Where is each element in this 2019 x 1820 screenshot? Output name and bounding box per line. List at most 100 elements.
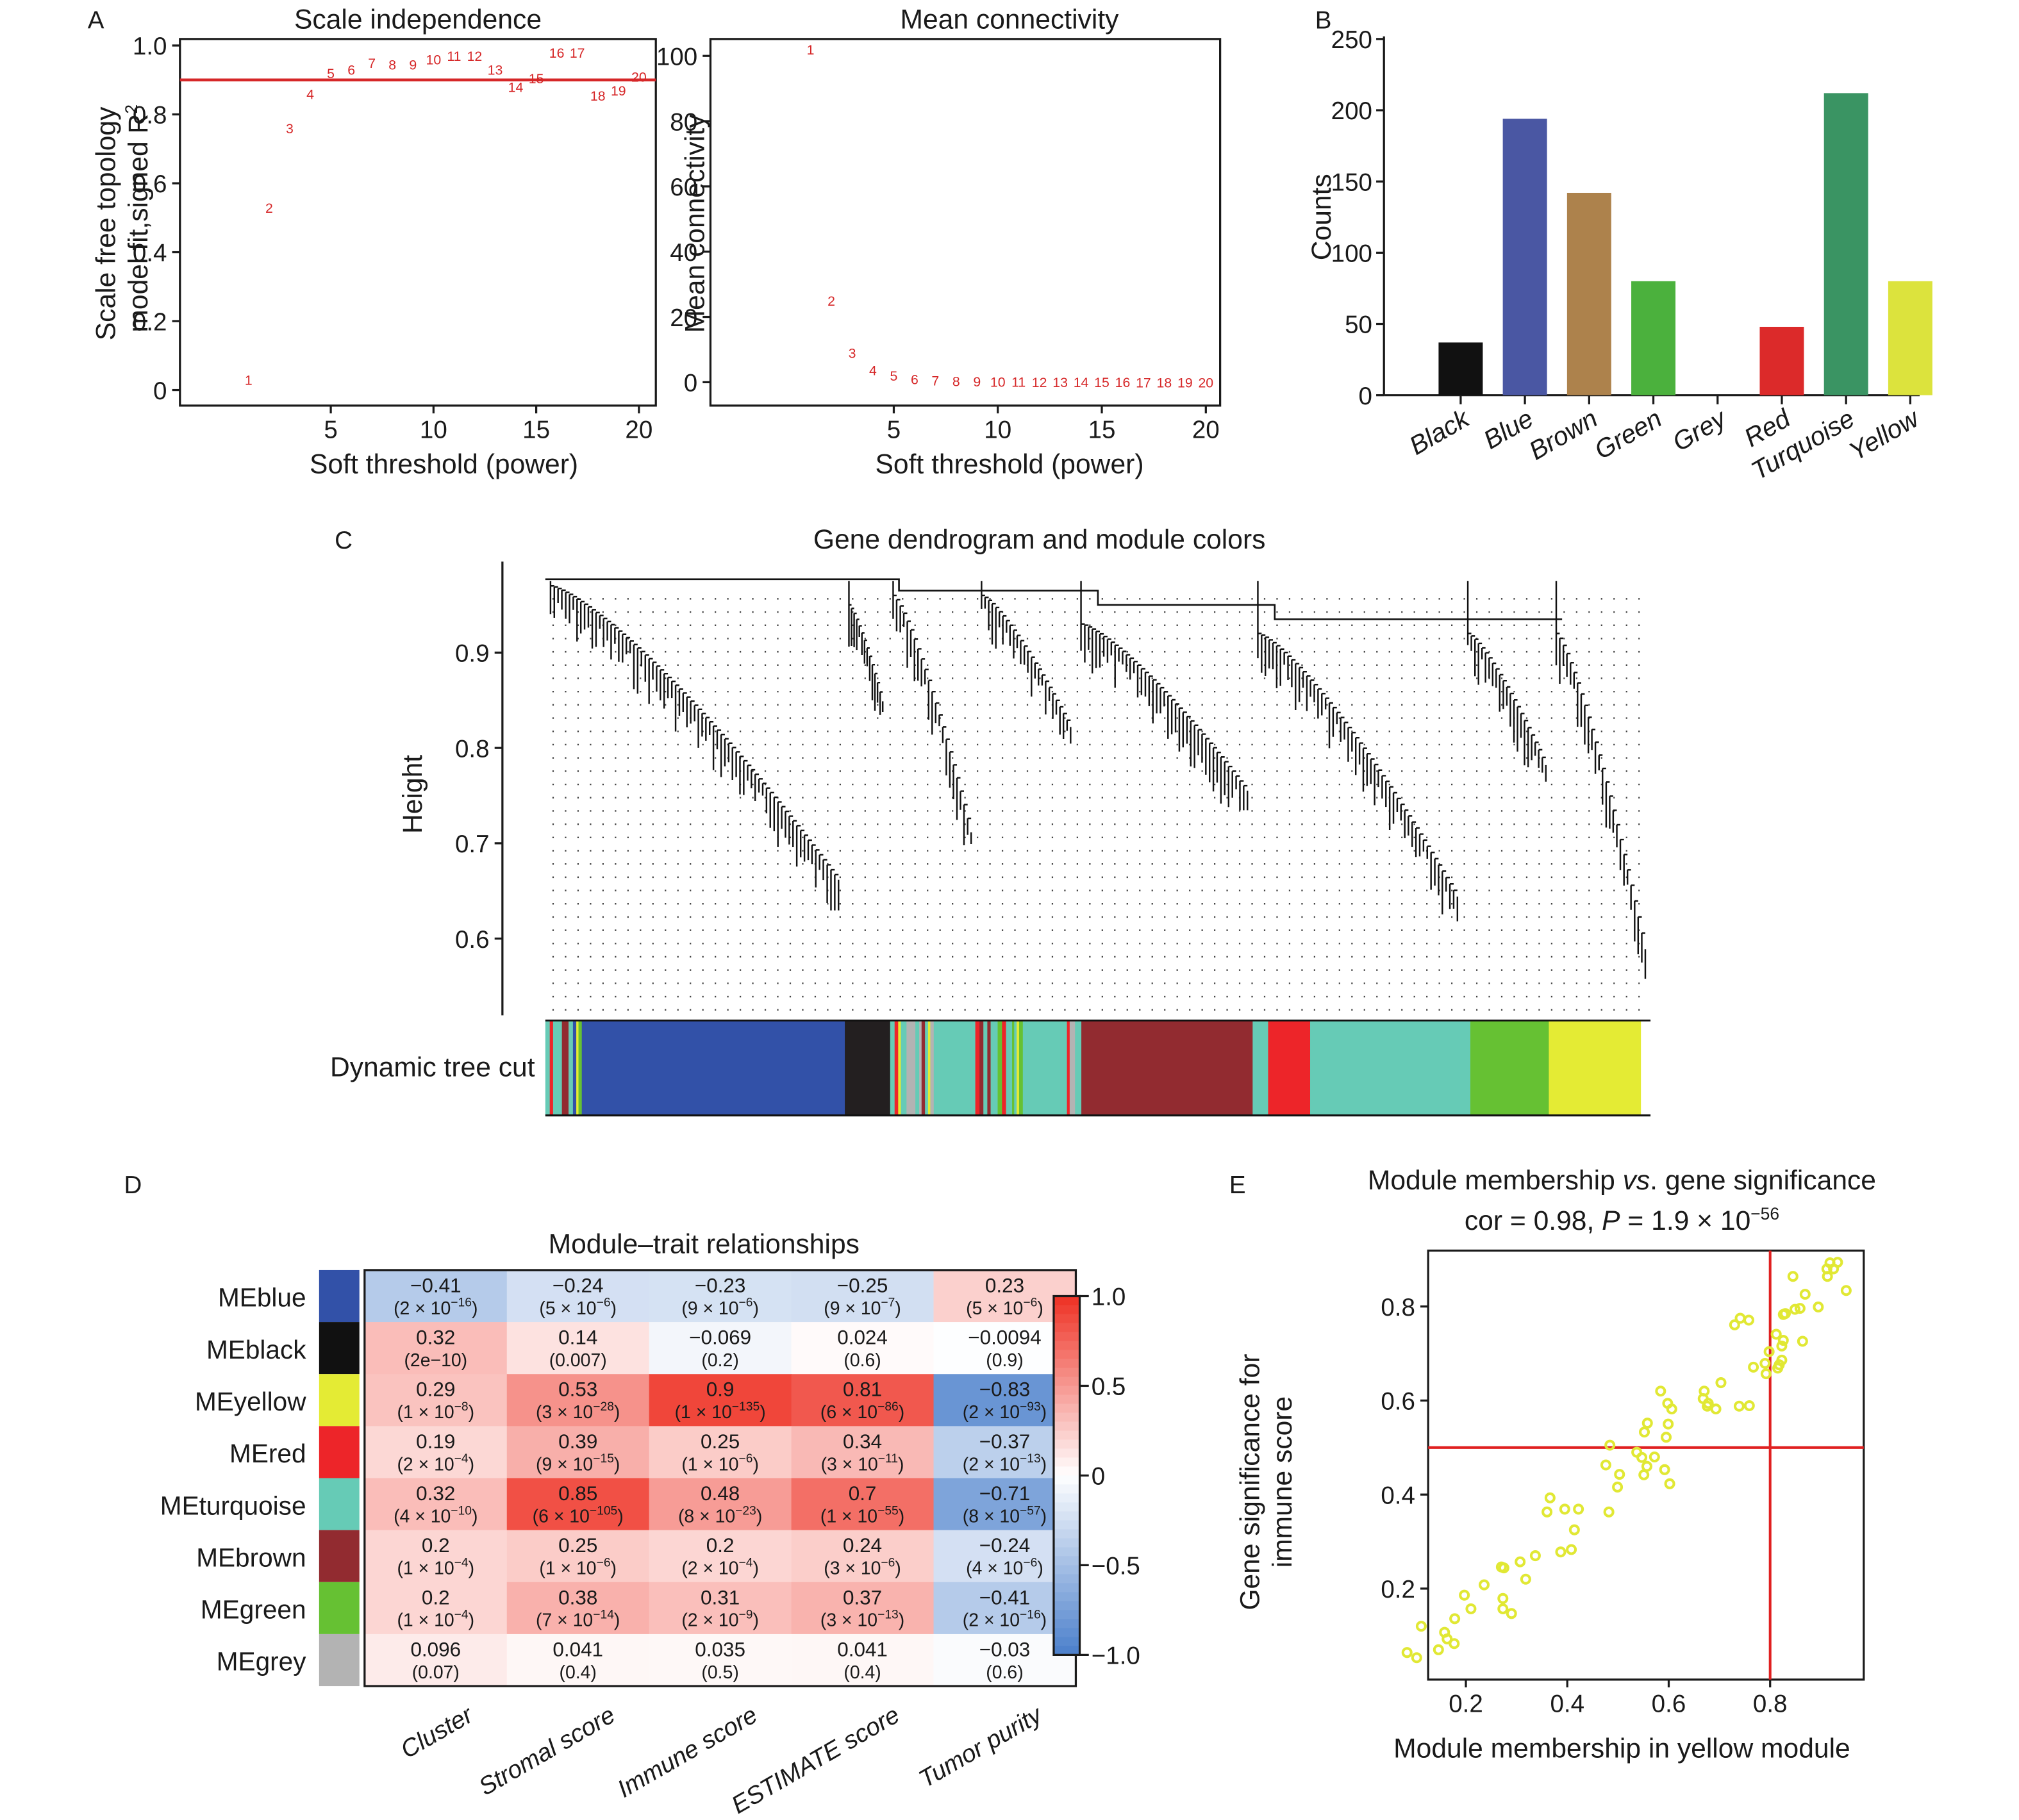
y-tick-label: 100: [656, 43, 697, 70]
p-mantissa: (3 × 10: [821, 1454, 878, 1475]
legend-gradient-step: [1053, 1574, 1080, 1584]
color-bar-stripe: [990, 1020, 995, 1116]
data-point: [1401, 1647, 1413, 1659]
heatmap-cell: [506, 1322, 650, 1375]
p-close: ): [469, 1559, 474, 1579]
data-point-label: 17: [570, 46, 585, 61]
heatmap-cell: [364, 1634, 508, 1687]
cell-p-value: (2e−10): [404, 1350, 467, 1371]
cell-correlation: 0.024: [837, 1327, 888, 1349]
row-label: MEblack: [206, 1335, 306, 1364]
cell-p-value: (3 × 10−6): [824, 1556, 901, 1578]
cell-p-value: (9 × 10−15): [536, 1452, 620, 1475]
y-tick-label: 0.9: [455, 640, 490, 668]
color-bar-segment-yellow: [576, 1020, 579, 1116]
legend-gradient-step: [1053, 1448, 1080, 1459]
y-axis-label: Counts: [1306, 174, 1337, 260]
color-bar-segment-black: [845, 1020, 891, 1116]
color-bar-label: Dynamic tree cut: [330, 1052, 535, 1083]
p-mantissa: (1 × 10: [681, 1454, 738, 1475]
data-point-label: 4: [869, 363, 877, 379]
cell-correlation: 0.37: [843, 1586, 882, 1609]
color-bar-stripe: [898, 1020, 902, 1116]
cell-p-value: (0.9): [986, 1350, 1023, 1371]
p-close: ): [472, 1298, 478, 1319]
heatmap-cell: [791, 1634, 935, 1687]
scale-independence-plot: Scale independence 5 10 15 2000.20.40.60.81…: [90, 4, 657, 479]
legend-gradient-step: [1053, 1350, 1080, 1360]
x-axis-label: Soft threshold (power): [310, 449, 578, 479]
mm-vs-gs-scatter: Module membership vs. gene significance …: [1234, 1165, 1876, 1764]
p-exponent: −14: [593, 1609, 614, 1622]
heatmap-cell: [364, 1530, 508, 1583]
data-point-label: 15: [1094, 375, 1109, 390]
color-bar-stripe: [1075, 1020, 1081, 1116]
cell-correlation: 0.096: [410, 1638, 461, 1660]
heatmap-cell: [649, 1582, 792, 1635]
heatmap-cell: [506, 1530, 650, 1583]
data-point-label: 8: [952, 374, 960, 389]
data-point: [1541, 1506, 1553, 1518]
y-tick-label: 20: [670, 304, 697, 332]
cell-correlation: −0.23: [695, 1274, 746, 1296]
p-mantissa: (2 × 10: [397, 1454, 454, 1475]
data-point-label: 11: [447, 49, 461, 64]
color-bar-segment-turquoise: [1252, 1020, 1269, 1116]
x-tick-label: 15: [522, 417, 550, 444]
data-point: [1459, 1589, 1470, 1601]
cell-p-value: (6 × 10−86): [820, 1400, 904, 1423]
column-label: Tumor purity: [915, 1700, 1049, 1793]
color-bar-stripe: [983, 1020, 988, 1116]
data-point-label: 4: [306, 87, 314, 102]
cell-correlation: −0.069: [689, 1327, 751, 1349]
module-color-swatch: [319, 1322, 360, 1375]
p-mantissa: (8 × 10: [963, 1506, 1020, 1526]
legend-gradient-step: [1053, 1628, 1080, 1638]
color-bar-stripe: [1012, 1020, 1015, 1116]
heatmap-cell: [364, 1270, 508, 1323]
dendrogram-branch: [1080, 623, 1249, 811]
heatmap-cell: [791, 1582, 935, 1635]
p-exponent: −23: [735, 1504, 756, 1518]
p-mantissa: (5 × 10: [539, 1298, 596, 1319]
cell-correlation: 0.34: [843, 1430, 882, 1453]
data-point-label: 6: [347, 63, 355, 78]
cell-p-value: (0.007): [549, 1350, 607, 1371]
heatmap-cell: [649, 1634, 792, 1687]
heatmap-cell: [933, 1426, 1077, 1479]
y-axis-label-text: model fit,signed R: [123, 114, 154, 333]
p-mantissa: (2 × 10: [963, 1402, 1020, 1423]
row-label: MEred: [229, 1439, 306, 1468]
module-color-swatch: [319, 1374, 360, 1427]
p-mantissa: (9 × 10: [824, 1298, 881, 1319]
p-close: ): [617, 1506, 623, 1526]
p-exponent: −6: [739, 1296, 753, 1310]
legend-gradient-step: [1053, 1520, 1080, 1530]
bar-turquoise: [1824, 93, 1868, 395]
data-point-label: 5: [327, 66, 335, 81]
dendrogram-branch: [981, 594, 1072, 744]
p-close: ): [614, 1402, 620, 1423]
color-bar-segment-green: [1470, 1020, 1550, 1116]
p-close: ): [752, 1298, 758, 1319]
legend-gradient-step: [1053, 1601, 1080, 1611]
p-mantissa: (3 × 10: [824, 1559, 881, 1579]
data-point: [1787, 1271, 1799, 1282]
y-tick-label: 200: [1331, 97, 1372, 125]
cell-p-value: (1 × 10−8): [397, 1400, 474, 1423]
x-tick-label: 20: [625, 417, 652, 444]
cell-p-value: (2 × 10−16): [394, 1296, 478, 1319]
cell-p-value: (9 × 10−7): [824, 1296, 901, 1319]
p-exponent: −9: [739, 1609, 753, 1622]
data-point: [1600, 1459, 1611, 1471]
color-bar-stripe: [1022, 1020, 1027, 1116]
color-bar-segment-turquoise: [934, 1020, 972, 1116]
legend-gradient-step: [1053, 1394, 1080, 1405]
dendrogram-branch: [848, 604, 884, 715]
data-point-label: 19: [1177, 376, 1193, 391]
y-tick-label: 0: [153, 377, 167, 405]
data-point: [1666, 1403, 1677, 1415]
dendrogram-root: [545, 578, 1563, 620]
bar-brown: [1566, 192, 1611, 395]
